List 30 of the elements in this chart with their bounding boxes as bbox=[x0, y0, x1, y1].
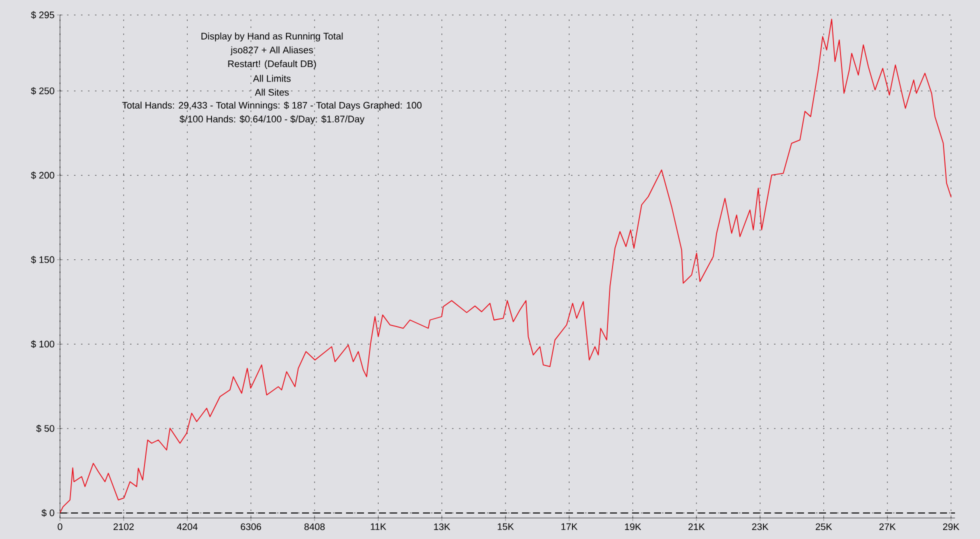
text: Display by Hand as Running Total bbox=[201, 32, 343, 42]
x-tick-label: 4204 bbox=[176, 523, 198, 530]
annotation: jso827 + All Aliases bbox=[230, 46, 313, 56]
x-tick-label: 25K bbox=[816, 523, 832, 530]
annotation: All Limits bbox=[253, 74, 291, 82]
y-tick-label: $ 50 bbox=[36, 424, 54, 432]
x-tick-label: 15K bbox=[498, 523, 514, 530]
x-tick-label: 17K bbox=[561, 523, 578, 530]
x-tick-label: 29K bbox=[943, 523, 960, 530]
x-tick-label: 13K bbox=[434, 523, 450, 530]
y-tick-label: $ 0 bbox=[42, 509, 54, 517]
annotation: Total Hands: 29,433 - Total Winnings: $ 187 - Total Days Graphed: 100 bbox=[122, 101, 422, 110]
x-tick-label: 6306 bbox=[240, 523, 262, 530]
x-tick-label: 27K bbox=[879, 523, 896, 530]
y-tick-label: $ 295 bbox=[30, 11, 54, 19]
annotation: Restart! (Default DB) bbox=[228, 60, 316, 70]
x-tick-label: 2102 bbox=[114, 523, 134, 530]
y-tick-label: $ 250 bbox=[30, 87, 54, 95]
y-tick-label: $ 100 bbox=[30, 340, 54, 348]
x-tick-label: 0 bbox=[58, 523, 62, 530]
line-series bbox=[60, 18, 952, 514]
annotation: All Sites bbox=[254, 88, 289, 96]
y-tick-label: $ 200 bbox=[30, 172, 54, 180]
x-tick-label: 21K bbox=[688, 523, 705, 530]
y-tick-label: $ 150 bbox=[30, 256, 54, 264]
annotation: $/100 Hands: $0.64/100 - $/Day: $1.87/Day bbox=[180, 115, 364, 124]
x-tick-label: 23K bbox=[752, 523, 768, 530]
x-tick-label: 8408 bbox=[304, 523, 325, 530]
x-tick-label: 11K bbox=[370, 523, 386, 530]
x-tick-label: 19K bbox=[625, 523, 642, 530]
